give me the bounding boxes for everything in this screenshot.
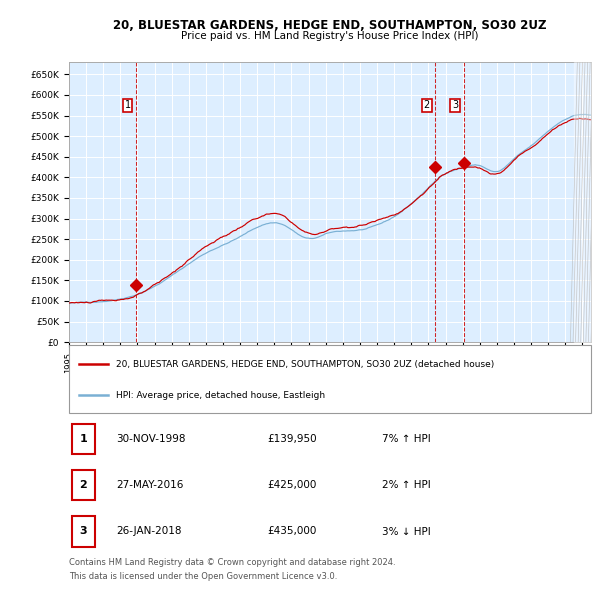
Text: 27-MAY-2016: 27-MAY-2016: [116, 480, 184, 490]
Text: 2: 2: [424, 100, 430, 110]
FancyBboxPatch shape: [71, 424, 95, 454]
Text: 20, BLUESTAR GARDENS, HEDGE END, SOUTHAMPTON, SO30 2UZ: 20, BLUESTAR GARDENS, HEDGE END, SOUTHAM…: [113, 19, 547, 32]
Text: HPI: Average price, detached house, Eastleigh: HPI: Average price, detached house, East…: [116, 391, 325, 400]
Text: 26-JAN-2018: 26-JAN-2018: [116, 526, 181, 536]
Text: £435,000: £435,000: [268, 526, 317, 536]
Text: 3% ↓ HPI: 3% ↓ HPI: [382, 526, 431, 536]
Text: 7% ↑ HPI: 7% ↑ HPI: [382, 434, 431, 444]
Text: 3: 3: [452, 100, 458, 110]
Text: 3: 3: [80, 526, 87, 536]
Text: 20, BLUESTAR GARDENS, HEDGE END, SOUTHAMPTON, SO30 2UZ (detached house): 20, BLUESTAR GARDENS, HEDGE END, SOUTHAM…: [116, 360, 494, 369]
Text: This data is licensed under the Open Government Licence v3.0.: This data is licensed under the Open Gov…: [69, 572, 337, 581]
Text: Contains HM Land Registry data © Crown copyright and database right 2024.: Contains HM Land Registry data © Crown c…: [69, 558, 395, 566]
FancyBboxPatch shape: [71, 516, 95, 546]
FancyBboxPatch shape: [69, 345, 591, 413]
Text: 2: 2: [79, 480, 87, 490]
Text: £139,950: £139,950: [268, 434, 317, 444]
Text: £425,000: £425,000: [268, 480, 317, 490]
Text: Price paid vs. HM Land Registry's House Price Index (HPI): Price paid vs. HM Land Registry's House …: [181, 31, 479, 41]
Text: 30-NOV-1998: 30-NOV-1998: [116, 434, 185, 444]
Text: 2% ↑ HPI: 2% ↑ HPI: [382, 480, 431, 490]
FancyBboxPatch shape: [71, 470, 95, 500]
Text: 1: 1: [79, 434, 87, 444]
Text: 1: 1: [124, 100, 131, 110]
